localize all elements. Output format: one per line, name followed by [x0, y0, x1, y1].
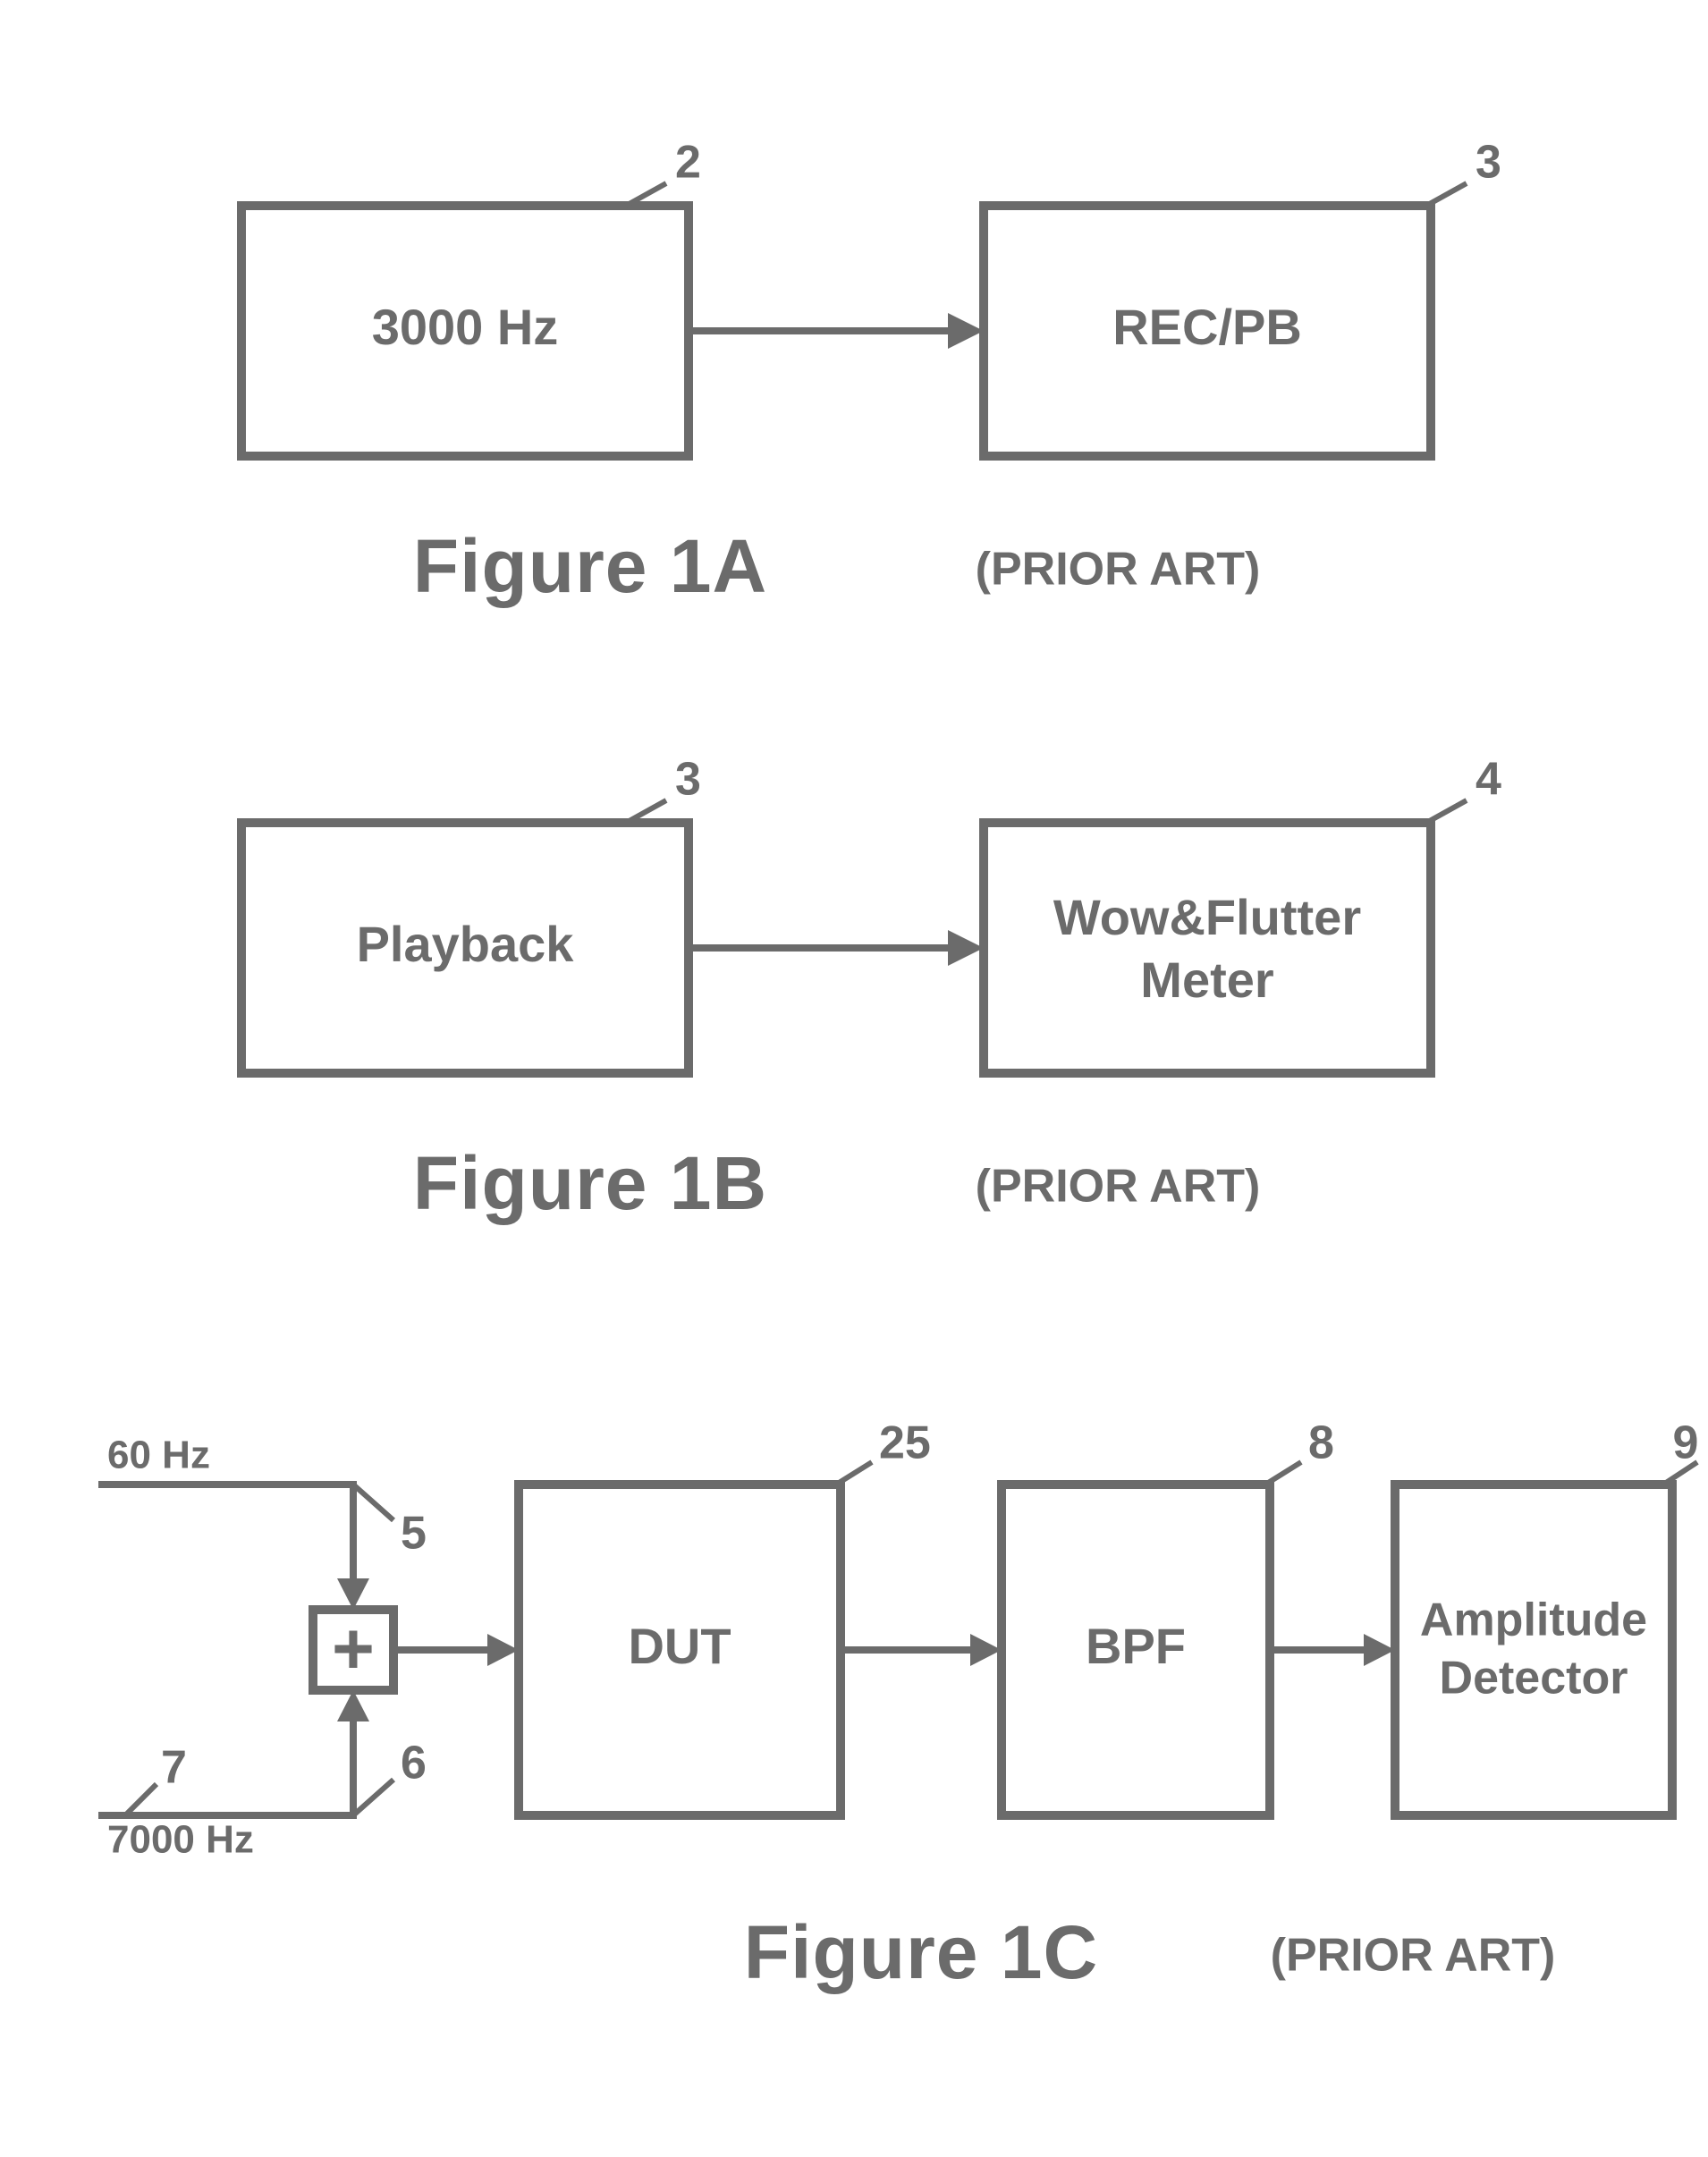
- fig1c-bottom-input-arrowhead: [337, 1690, 369, 1721]
- fig1b-right-line1: Wow&Flutter: [1053, 889, 1361, 945]
- fig1c-input-bottom: 7000 Hz: [107, 1818, 254, 1862]
- fig1c-dut-label: DUT: [628, 1618, 731, 1674]
- fig1a-left-label: 3000 Hz: [372, 299, 559, 355]
- figure-1a: 3000 Hz 2 REC/PB 3 Figure 1A (PRIOR ART): [241, 137, 1501, 608]
- fig1c-amp-box: [1395, 1485, 1672, 1815]
- fig1a-ref3: 3: [1475, 137, 1501, 189]
- fig1c-ref9: 9: [1673, 1417, 1699, 1469]
- fig1b-right-box: [984, 823, 1431, 1073]
- fig1b-left-label: Playback: [357, 916, 575, 972]
- fig1b-title: Figure 1B: [413, 1141, 767, 1225]
- fig1c-bpf-label: BPF: [1086, 1618, 1186, 1674]
- fig1c-bottom-input-line: [98, 1710, 353, 1815]
- fig1b-ref4-leader: [1426, 800, 1467, 823]
- fig1c-ref25: 25: [879, 1417, 931, 1469]
- fig1c-top-input-line: [98, 1485, 353, 1590]
- fig1c-amp-line1: Amplitude: [1420, 1594, 1647, 1646]
- fig1c-ref8-leader: [1265, 1462, 1301, 1485]
- fig1c-input-top: 60 Hz: [107, 1434, 210, 1477]
- fig1a-ref2: 2: [675, 137, 701, 189]
- fig1c-prior-art: (PRIOR ART): [1271, 1930, 1556, 1982]
- fig1c-summer-label: +: [332, 1609, 375, 1690]
- fig1b-prior-art: (PRIOR ART): [976, 1161, 1261, 1213]
- fig1c-arrowhead-bpf-amp: [1364, 1634, 1395, 1666]
- fig1c-ref8: 8: [1308, 1417, 1334, 1469]
- figure-1c: 60 Hz 7000 Hz 5 6 7 + DUT 25 B: [98, 1417, 1698, 1994]
- fig1c-ref5: 5: [401, 1508, 427, 1560]
- fig1c-ref6-leader: [353, 1780, 393, 1815]
- fig1b-arrow-head: [948, 930, 984, 966]
- fig1a-prior-art: (PRIOR ART): [976, 544, 1261, 596]
- fig1b-ref3: 3: [675, 754, 701, 806]
- fig1a-arrow-head: [948, 313, 984, 349]
- fig1c-top-input-arrowhead: [337, 1578, 369, 1610]
- fig1c-ref5-leader: [353, 1485, 393, 1520]
- fig1c-ref7: 7: [161, 1742, 187, 1794]
- fig1a-title: Figure 1A: [413, 524, 767, 608]
- fig1c-amp-line2: Detector: [1440, 1653, 1628, 1704]
- fig1b-right-line2: Meter: [1140, 952, 1273, 1008]
- fig1a-right-label: REC/PB: [1112, 299, 1302, 355]
- fig1c-ref6: 6: [401, 1738, 427, 1789]
- fig1c-arrowhead-dut-bpf: [970, 1634, 1002, 1666]
- figure-1b: Playback 3 Wow&Flutter Meter 4 Figure 1B…: [241, 754, 1501, 1225]
- fig1c-arrowhead-sum-dut: [487, 1634, 519, 1666]
- fig1c-ref7-leader: [125, 1784, 156, 1815]
- fig1c-title: Figure 1C: [744, 1910, 1098, 1994]
- fig1a-ref3-leader: [1426, 183, 1467, 206]
- fig1b-ref4: 4: [1475, 754, 1501, 806]
- fig1c-ref25-leader: [836, 1462, 872, 1485]
